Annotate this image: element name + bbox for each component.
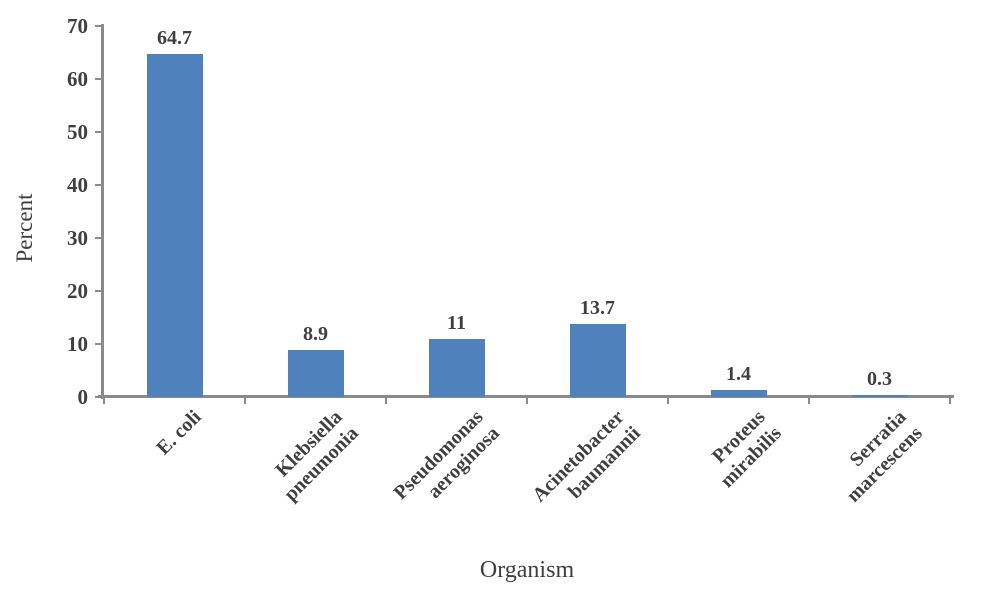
- bar-value-label: 13.7: [580, 297, 615, 320]
- y-axis-title: Percent: [12, 193, 37, 263]
- bar-value-label: 8.9: [303, 322, 328, 345]
- x-tick: [103, 398, 105, 404]
- x-tick: [244, 398, 246, 404]
- y-tick: [95, 237, 102, 239]
- x-tick: [949, 398, 951, 404]
- y-axis-line: [101, 24, 104, 399]
- bar-5: [851, 395, 908, 397]
- y-tick-label: 60: [67, 67, 88, 91]
- y-tick: [95, 343, 102, 345]
- y-tick: [95, 184, 102, 186]
- y-tick-label: 30: [67, 226, 88, 250]
- bar-4: [710, 389, 767, 397]
- bar-value-label: 64.7: [157, 27, 192, 50]
- y-tick-label: 10: [67, 332, 88, 356]
- bar-value-label: 1.4: [726, 362, 751, 385]
- y-tick-label: 70: [67, 14, 88, 38]
- x-axis-title: Organism: [479, 557, 575, 583]
- y-tick: [95, 290, 102, 292]
- bar-value-label: 0.3: [867, 368, 892, 391]
- bar-1: [287, 349, 344, 397]
- y-tick: [95, 78, 102, 80]
- bar-2: [428, 338, 485, 397]
- y-tick-label: 0: [77, 385, 89, 409]
- y-tick-label: 50: [67, 120, 88, 144]
- x-tick: [385, 398, 387, 404]
- y-tick-label: 40: [67, 173, 88, 197]
- x-tick: [808, 398, 810, 404]
- bar-value-label: 11: [447, 311, 466, 334]
- bar-3: [569, 324, 626, 397]
- x-axis-line: [98, 395, 954, 398]
- y-tick-label: 20: [67, 279, 88, 303]
- y-tick: [95, 25, 102, 27]
- y-tick: [95, 396, 102, 398]
- x-tick: [667, 398, 669, 404]
- x-tick: [526, 398, 528, 404]
- bar-0: [146, 54, 203, 397]
- y-tick: [95, 131, 102, 133]
